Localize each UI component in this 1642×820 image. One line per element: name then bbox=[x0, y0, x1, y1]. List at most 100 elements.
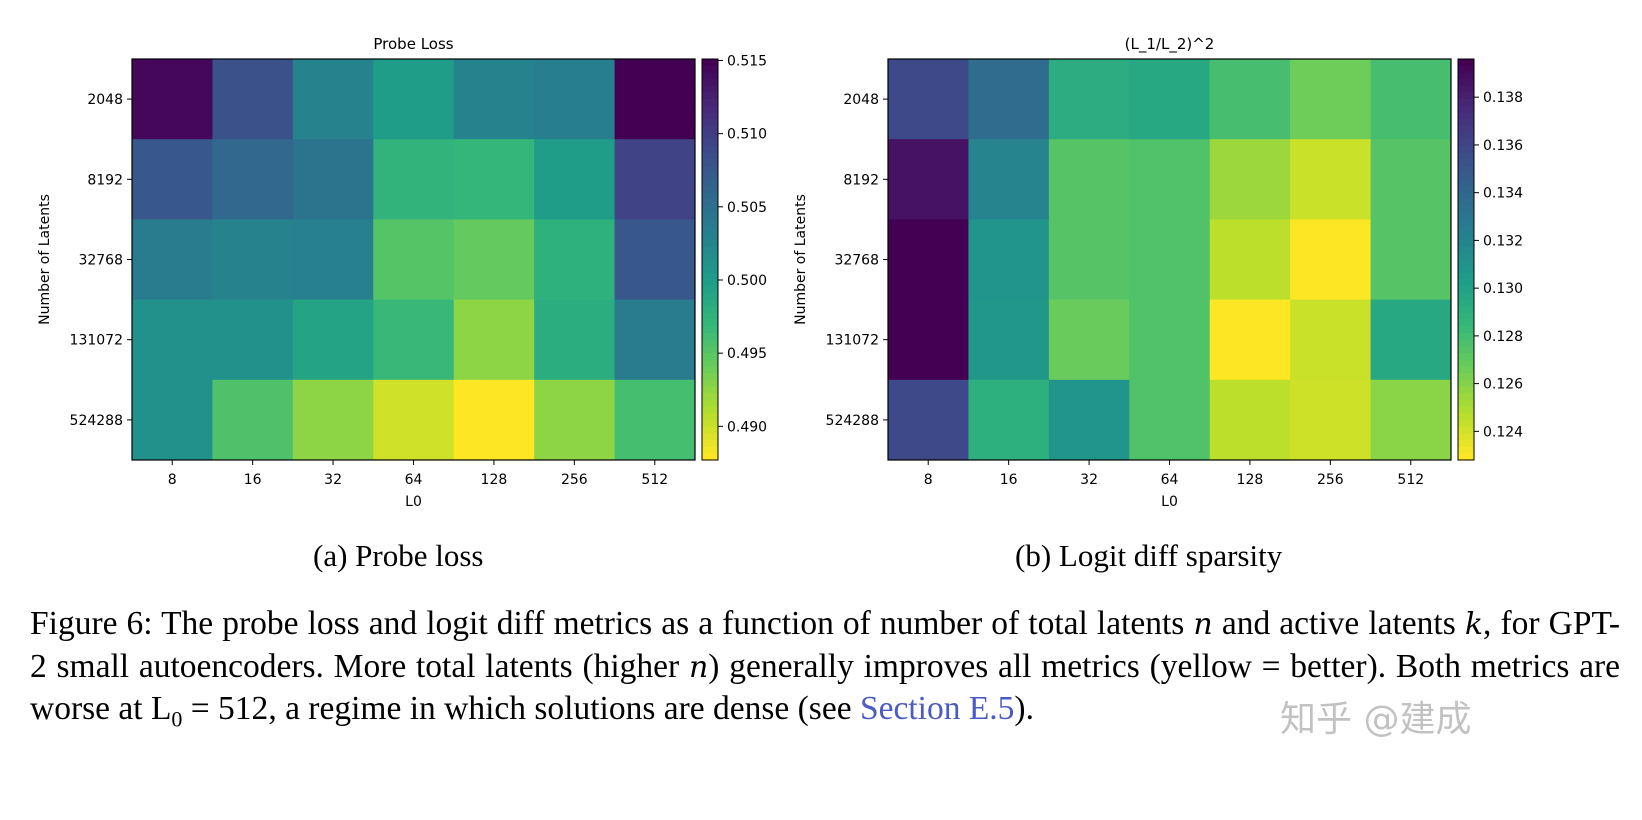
colorbar-tick-label: 0.495 bbox=[727, 346, 767, 362]
colorbar-tick-label: 0.126 bbox=[1483, 377, 1523, 393]
colorbar-segment bbox=[1458, 199, 1474, 207]
caption-text: ). bbox=[1014, 690, 1034, 727]
colorbar-segment bbox=[702, 226, 718, 234]
watermark: 知乎 @建成 bbox=[1280, 699, 1472, 740]
caption-text: Figure 6: The probe loss and logit diff … bbox=[30, 605, 1194, 642]
heatmap-cell bbox=[212, 219, 294, 301]
colorbar-segment bbox=[702, 232, 718, 241]
colorbar-frame bbox=[1457, 58, 1475, 461]
caption-text: , for GPT-2 small autoencoders. More tot… bbox=[30, 605, 1621, 685]
colorbar-segment bbox=[1458, 259, 1474, 267]
colorbar-segment bbox=[1458, 419, 1474, 428]
colorbar-segment bbox=[702, 132, 718, 140]
colorbar-segment bbox=[702, 312, 718, 321]
heatmap-cell bbox=[1048, 299, 1130, 381]
colorbar-segment bbox=[1458, 433, 1474, 441]
colorbar-segment bbox=[1458, 125, 1474, 134]
subcaption-a: (a) Probe loss bbox=[313, 538, 484, 573]
x-tick-label: 64 bbox=[405, 472, 423, 488]
colorbar-segment bbox=[1458, 119, 1474, 127]
x-axis-label: L0 bbox=[1161, 494, 1178, 510]
colorbar-segment bbox=[702, 306, 718, 314]
caption-math-n: n bbox=[1193, 607, 1213, 642]
colorbar-segment bbox=[702, 286, 718, 294]
colorbar-segment bbox=[702, 239, 718, 247]
heatmap-cell bbox=[1290, 299, 1372, 381]
heatmap-cell bbox=[614, 219, 696, 301]
heatmap-cell bbox=[212, 59, 294, 140]
colorbar-segment bbox=[702, 279, 718, 287]
chart-title: (L_1/L_2)^2 bbox=[1125, 35, 1215, 54]
heatmap-cell bbox=[1370, 379, 1452, 461]
colorbar-segment bbox=[1458, 306, 1474, 314]
colorbar-segment bbox=[702, 159, 718, 167]
y-axis-label: Number of Latents bbox=[793, 194, 809, 325]
x-tick-label: 16 bbox=[244, 472, 262, 488]
colorbar-segment bbox=[702, 419, 718, 428]
y-tick-label: 524288 bbox=[70, 413, 123, 429]
colorbar-segment bbox=[702, 85, 718, 94]
colorbar-segment bbox=[702, 112, 718, 120]
colorbar-segment bbox=[702, 373, 718, 381]
heatmap-cell bbox=[1209, 299, 1291, 381]
colorbar-segment bbox=[702, 105, 718, 114]
colorbar-segment bbox=[1458, 105, 1474, 114]
heatmap-cell bbox=[888, 379, 969, 461]
heatmap-cell bbox=[132, 219, 213, 301]
colorbar-segment bbox=[1458, 226, 1474, 234]
caption-math-k: k bbox=[1464, 607, 1484, 642]
colorbar-tick-label: 0.510 bbox=[727, 127, 767, 143]
section-link[interactable]: Section E.5 bbox=[859, 690, 1015, 727]
colorbar-segment bbox=[702, 393, 718, 401]
y-tick-label: 131072 bbox=[826, 333, 879, 349]
heatmap-cell bbox=[292, 59, 374, 140]
colorbar-segment bbox=[702, 92, 718, 100]
heatmap-cell bbox=[888, 299, 969, 381]
heatmap-cell bbox=[968, 379, 1050, 461]
colorbar-segment bbox=[702, 333, 718, 341]
colorbar-segment bbox=[702, 379, 718, 388]
heatmap-cell bbox=[1209, 219, 1291, 301]
colorbar-segment bbox=[702, 125, 718, 134]
colorbar-segment bbox=[702, 406, 718, 414]
colorbar-frame bbox=[701, 58, 719, 461]
colorbar-segment bbox=[1458, 266, 1474, 274]
colorbar-segment bbox=[702, 413, 718, 421]
heatmap-cell bbox=[212, 299, 294, 381]
caption-text: and active latents bbox=[1212, 605, 1465, 642]
colorbar-segment bbox=[702, 266, 718, 274]
heatmap-cell bbox=[888, 139, 969, 220]
colorbar-segment bbox=[1458, 312, 1474, 321]
heatmap-cell bbox=[968, 59, 1050, 140]
caption-text: , a regime in which solutions are dense … bbox=[268, 690, 860, 727]
colorbar-segment bbox=[702, 326, 718, 334]
colorbar-segment bbox=[1458, 359, 1474, 368]
colorbar-segment bbox=[1458, 65, 1474, 73]
heatmap-cell bbox=[132, 139, 213, 220]
colorbar-segment bbox=[702, 139, 718, 147]
x-tick-label: 8 bbox=[168, 472, 177, 488]
heatmap-cell bbox=[292, 299, 374, 381]
colorbar-tick-label: 0.515 bbox=[727, 53, 767, 69]
colorbar-segment bbox=[1458, 145, 1474, 154]
colorbar-segment bbox=[1458, 212, 1474, 220]
heatmap-cell bbox=[453, 59, 535, 140]
heatmap-cell bbox=[373, 219, 455, 301]
colorbar-segment bbox=[702, 319, 718, 327]
heatmap-cell bbox=[453, 139, 535, 220]
heatmap-cell bbox=[1129, 59, 1211, 140]
colorbar-segment bbox=[1458, 92, 1474, 100]
heatmap-cell bbox=[212, 139, 294, 220]
heatmap-cell bbox=[1048, 139, 1130, 220]
colorbar-tick-label: 0.134 bbox=[1483, 186, 1523, 202]
colorbar-tick-label: 0.128 bbox=[1483, 329, 1523, 345]
heatmap-cell bbox=[534, 139, 616, 220]
heatmap-cell bbox=[1290, 59, 1372, 140]
figure-heatmaps: Probe Loss 8 16 32 64 128 256 512 2048 8192 32768 1… bbox=[37, 35, 1523, 510]
colorbar-segment bbox=[702, 179, 718, 187]
x-tick-label: 128 bbox=[481, 472, 508, 488]
colorbar-tick-label: 0.136 bbox=[1483, 138, 1523, 154]
colorbar-segment bbox=[702, 259, 718, 267]
colorbar-segment bbox=[702, 252, 718, 261]
heatmap-cell bbox=[1290, 219, 1372, 301]
